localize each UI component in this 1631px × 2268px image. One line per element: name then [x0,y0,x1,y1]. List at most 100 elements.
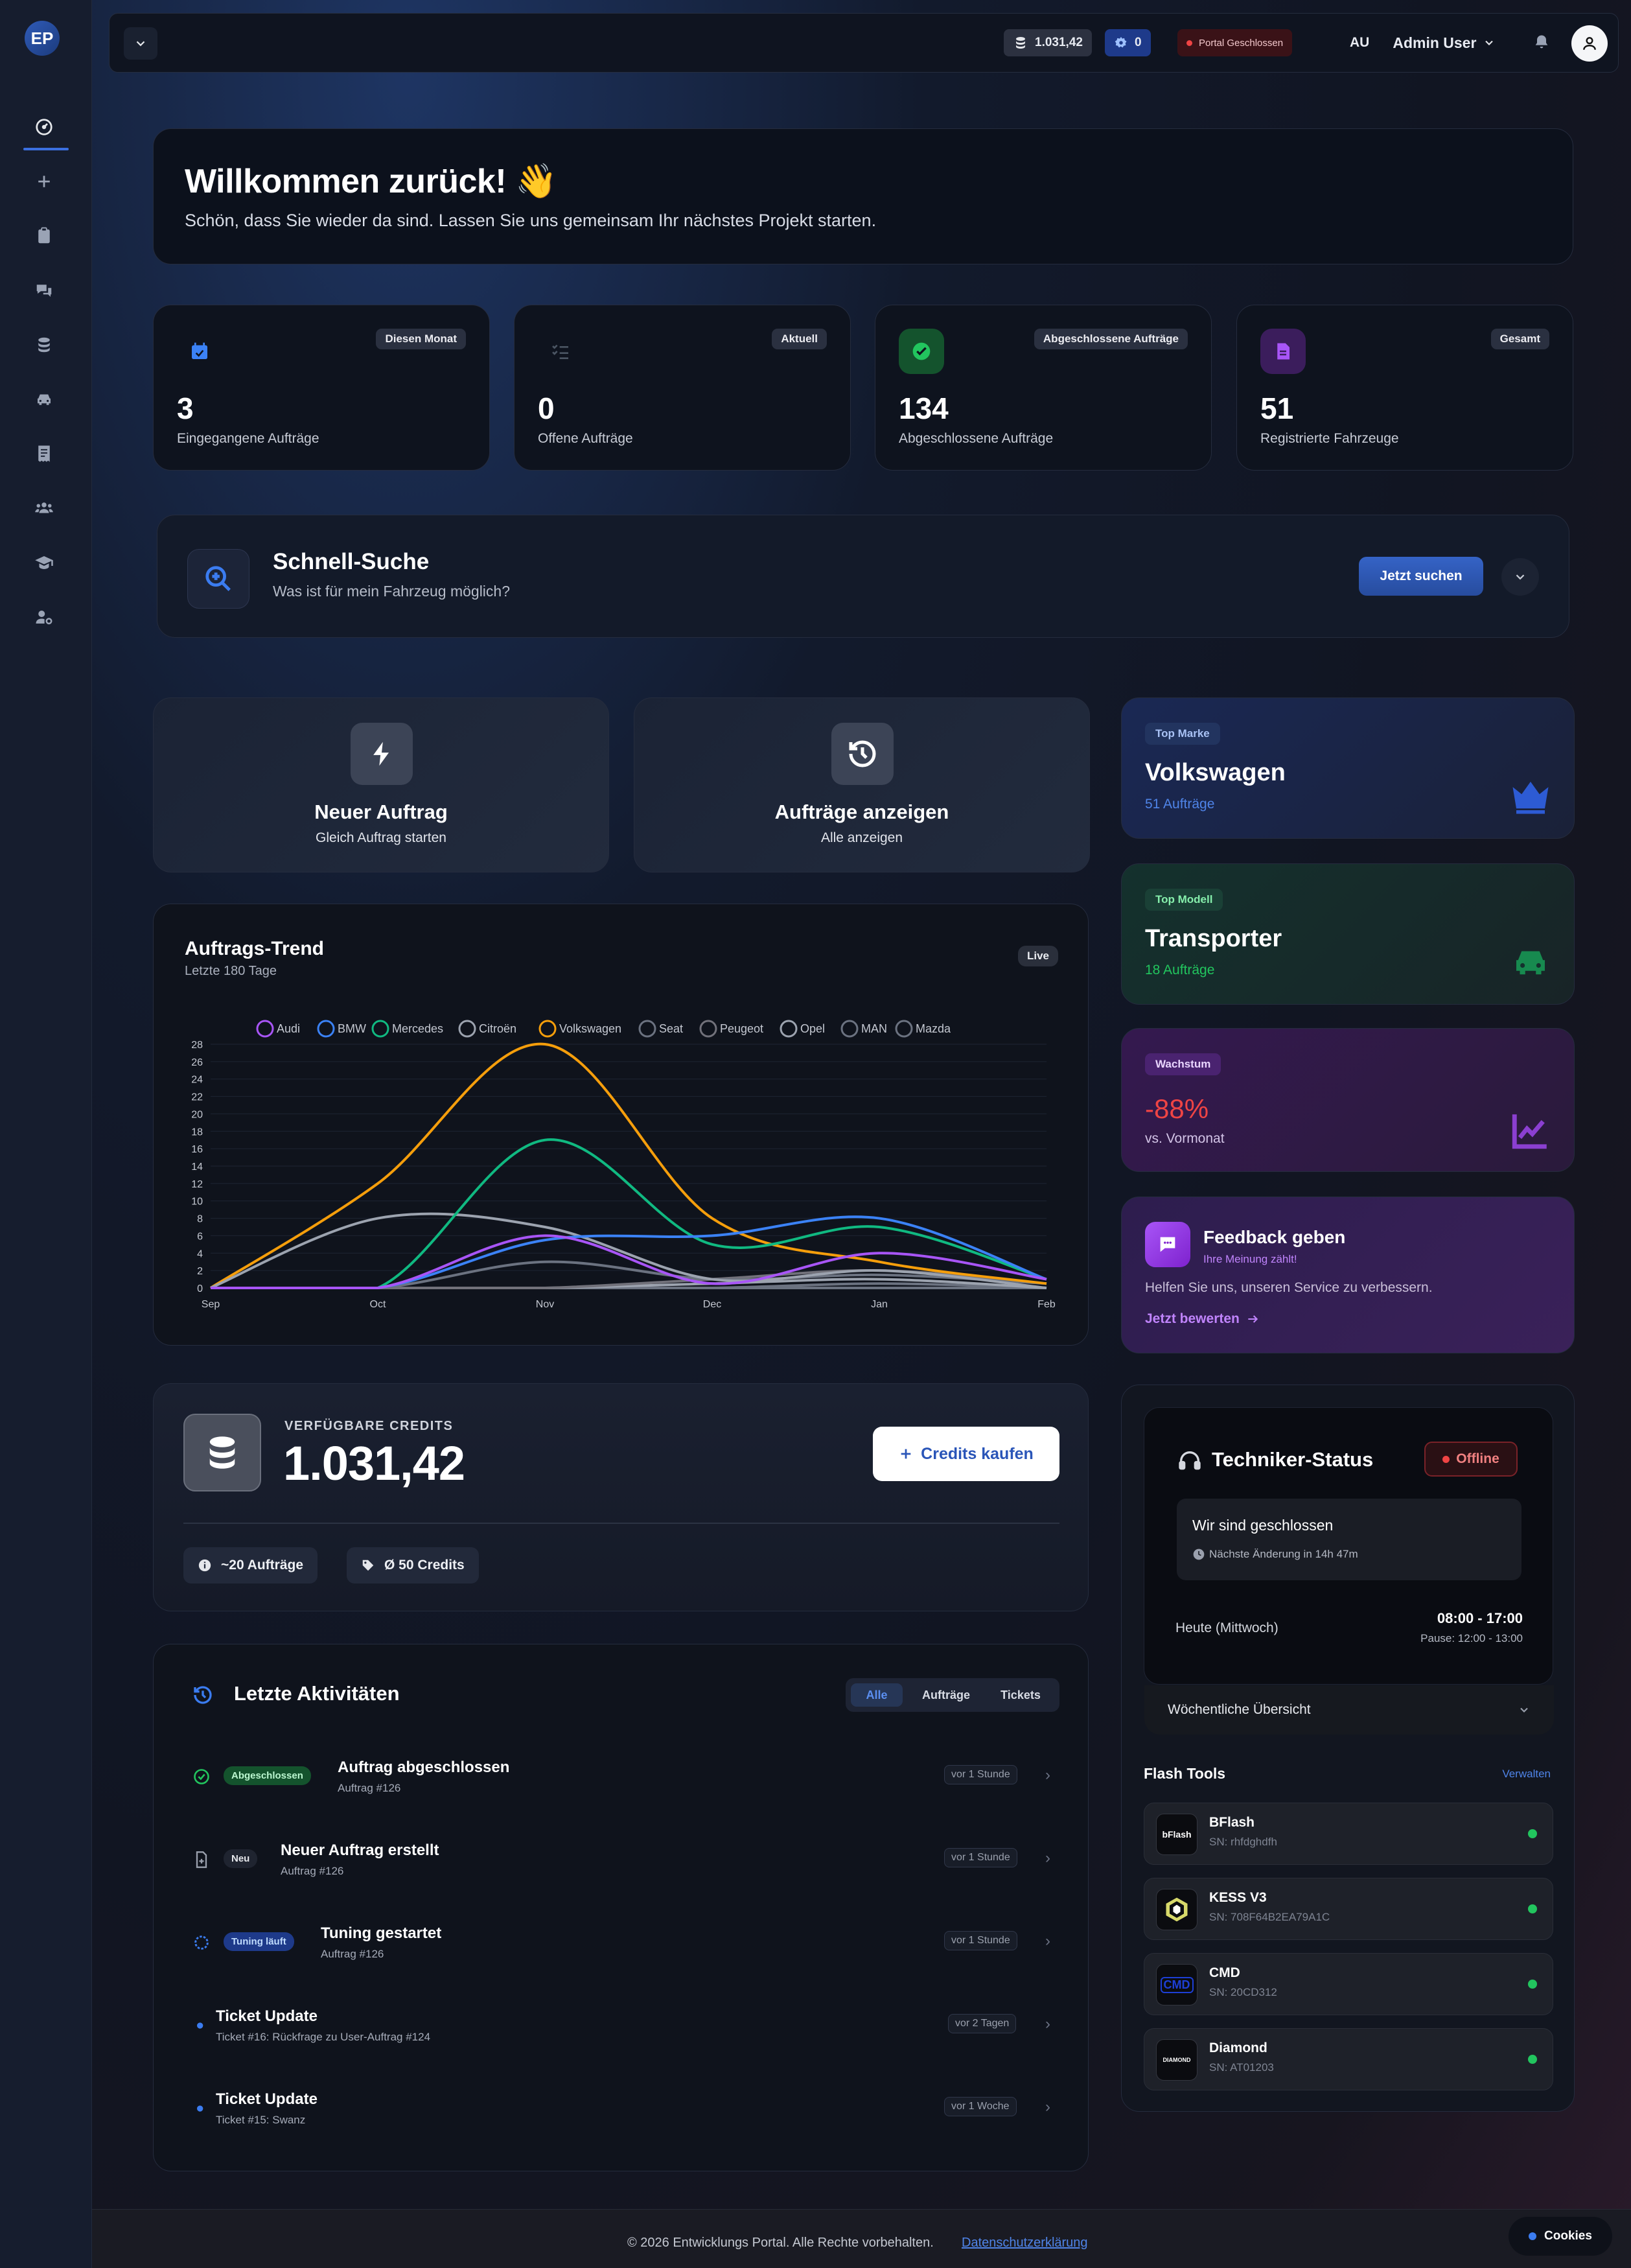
document-icon [1260,329,1306,374]
stat-card-completed[interactable]: Abgeschlossene Aufträge 134 Abgeschlosse… [875,305,1212,471]
portal-status-text: Portal Geschlossen [1199,37,1284,49]
feedback-title: Feedback geben [1203,1227,1346,1247]
graduation-cap-icon[interactable] [32,551,56,574]
series-line [211,1138,1047,1289]
legend-label: MAN [861,1022,887,1035]
settings-count: 0 [1135,36,1142,49]
tool-name: KESS V3 [1209,1890,1267,1905]
tab-tickets[interactable]: Tickets [1001,1688,1041,1701]
x-tick-label: Nov [536,1299,554,1310]
manage-flash-tools-link[interactable]: Verwalten [1502,1768,1551,1780]
activity-item[interactable]: Abgeschlossen Auftrag abgeschlossen Auft… [192,1753,1054,1812]
menu-toggle-button[interactable] [124,27,157,60]
activity-sub: Auftrag #126 [321,1948,384,1960]
chevron-right-icon: › [1045,2098,1050,2116]
y-tick-label: 2 [197,1266,203,1277]
legend-label: Seat [659,1022,683,1035]
stat-card-incoming[interactable]: Diesen Monat 3 Eingegangene Aufträge [153,305,490,471]
stat-card-open[interactable]: Aktuell 0 Offene Aufträge [514,305,851,471]
y-tick-label: 0 [197,1283,203,1294]
legend-marker [840,1020,859,1038]
credits-pill[interactable]: 1.031,42 [1004,29,1092,56]
flash-tool-item[interactable]: bFlash BFlash SN: rhfdghdfh [1144,1803,1553,1865]
dashboard-icon[interactable] [32,115,56,139]
activity-item[interactable]: Neu Neuer Auftrag erstellt Auftrag #126 … [192,1836,1054,1895]
next-change-text: Nächste Änderung in 14h 47m [1209,1548,1358,1560]
chat-icon[interactable] [32,279,56,302]
chat-bubble-icon [1145,1222,1190,1267]
tool-serial: SN: rhfdghdfh [1209,1836,1277,1848]
crown-icon [1512,782,1549,814]
flash-tool-item[interactable]: DIAMOND Diamond SN: AT01203 [1144,2028,1553,2090]
clipboard-icon[interactable] [32,224,56,248]
expand-search-button[interactable] [1501,558,1539,596]
plus-icon[interactable] [32,170,56,193]
dot-icon [197,2022,203,2029]
legend-marker [256,1020,274,1038]
buy-credits-button[interactable]: Credits kaufen [873,1427,1059,1481]
tool-name: BFlash [1209,1815,1255,1830]
legend-label: BMW [338,1022,366,1035]
y-tick-label: 28 [191,1040,203,1051]
y-tick-label: 20 [191,1109,203,1120]
flash-tool-item[interactable]: CMD CMD SN: 20CD312 [1144,1953,1553,2015]
privacy-link[interactable]: Datenschutzerklärung [962,2236,1088,2250]
chart-title: Auftrags-Trend [185,938,325,959]
tool-name: CMD [1209,1965,1240,1980]
view-orders-card[interactable]: Aufträge anzeigen Alle anzeigen [634,697,1090,872]
settings-pill[interactable]: 0 [1105,29,1151,56]
tool-name: Diamond [1209,2040,1267,2055]
tab-orders[interactable]: Aufträge [921,1688,970,1701]
credits-card: VERFÜGBARE CREDITS 1.031,42 Credits kauf… [153,1383,1089,1611]
search-plus-icon [187,549,249,609]
file-plus-icon [196,1851,207,1868]
offline-text: Offline [1456,1451,1499,1466]
users-icon[interactable] [32,497,56,520]
new-order-card[interactable]: Neuer Auftrag Gleich Auftrag starten [153,697,609,872]
activity-item[interactable]: Ticket Update Ticket #16: Rückfrage zu U… [192,2002,1054,2061]
top-brand-card: Top Marke Volkswagen 51 Aufträge [1121,697,1575,839]
activity-item[interactable]: Tuning läuft Tuning gestartet Auftrag #1… [192,1919,1054,1978]
check-circle-icon [899,329,944,374]
recent-activity-card: Letzte Aktivitäten Alle Aufträge Tickets… [153,1644,1089,2171]
footer: © 2026 Entwicklungs Portal. Alle Rechte … [92,2209,1631,2268]
flash-tool-item[interactable]: KESS V3 SN: 708F64B2EA79A1C [1144,1878,1553,1940]
stat-value: 51 [1260,392,1294,425]
chevron-down-icon [1516,574,1525,580]
app-logo[interactable]: EP [25,21,60,56]
receipt-icon[interactable] [32,442,56,465]
stat-value: 0 [538,392,555,425]
stat-badge: Aktuell [772,329,827,349]
x-tick-label: Jan [871,1299,888,1310]
bflash-logo: bFlash [1156,1814,1197,1855]
stat-value: 134 [899,392,949,425]
history-icon [831,723,894,785]
action-subtitle: Alle anzeigen [820,830,903,845]
stat-card-vehicles[interactable]: Gesamt 51 Registrierte Fahrzeuge [1236,305,1573,471]
avg-credits-chip: Ø 50 Credits [347,1547,479,1584]
activity-time: vor 1 Woche [944,2097,1017,2116]
user-menu[interactable]: AU Admin User [1341,29,1505,56]
tool-logo-text: CMD [1160,1976,1194,1993]
profile-button[interactable] [1571,25,1608,62]
activity-name: Ticket Update [216,2007,318,2025]
weekly-overview-toggle[interactable]: Wöchentliche Übersicht [1144,1685,1554,1735]
rate-now-link[interactable]: Jetzt bewerten [1145,1311,1259,1327]
y-tick-label: 18 [191,1127,203,1138]
activity-item[interactable]: Ticket Update Ticket #15: Swanz vor 1 Wo… [192,2085,1054,2144]
y-tick-label: 26 [191,1057,203,1068]
y-tick-label: 16 [191,1144,203,1155]
cookies-button[interactable]: Cookies [1509,2217,1612,2256]
bell-icon[interactable] [1533,33,1551,54]
car-icon[interactable] [32,388,56,411]
tab-all[interactable]: Alle [851,1683,903,1707]
activity-time: vor 1 Stunde [944,1931,1017,1950]
series-line [209,1042,1047,1289]
user-gear-icon[interactable] [32,605,56,629]
welcome-subtitle: Schön, dass Sie wieder da sind. Lassen S… [185,211,877,230]
chevron-right-icon: › [1045,1766,1050,1784]
chart-line-icon [1512,1114,1547,1149]
coins-icon[interactable] [32,333,56,357]
search-now-button[interactable]: Jetzt suchen [1359,557,1483,596]
